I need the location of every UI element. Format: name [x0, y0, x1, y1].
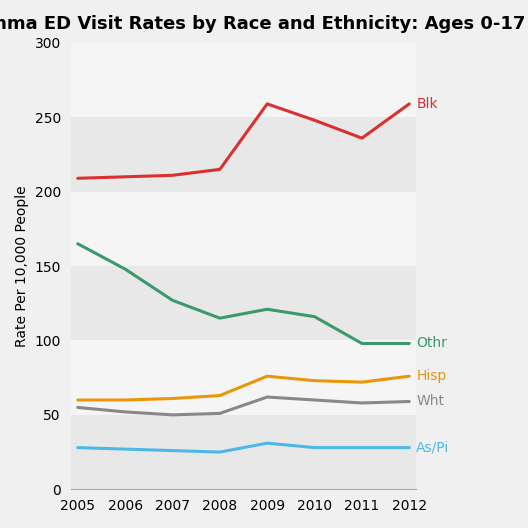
Bar: [71, 192, 417, 266]
Text: Wht: Wht: [417, 394, 445, 409]
Text: Hisp: Hisp: [417, 369, 447, 383]
Bar: [71, 266, 417, 341]
Bar: [71, 117, 417, 192]
Bar: [71, 341, 417, 415]
Bar: [71, 415, 417, 489]
Y-axis label: Rate Per 10,000 People: Rate Per 10,000 People: [15, 185, 29, 347]
Text: Othr: Othr: [417, 336, 447, 351]
Text: As/Pi: As/Pi: [417, 440, 450, 455]
Title: Asthma ED Visit Rates by Race and Ethnicity: Ages 0-17: Asthma ED Visit Rates by Race and Ethnic…: [0, 15, 526, 33]
Text: Blk: Blk: [417, 97, 438, 111]
Bar: [71, 43, 417, 117]
